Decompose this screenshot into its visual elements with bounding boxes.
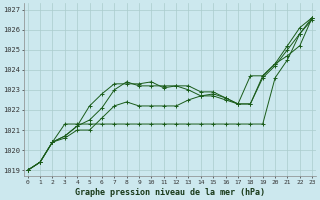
- X-axis label: Graphe pression niveau de la mer (hPa): Graphe pression niveau de la mer (hPa): [75, 188, 265, 197]
